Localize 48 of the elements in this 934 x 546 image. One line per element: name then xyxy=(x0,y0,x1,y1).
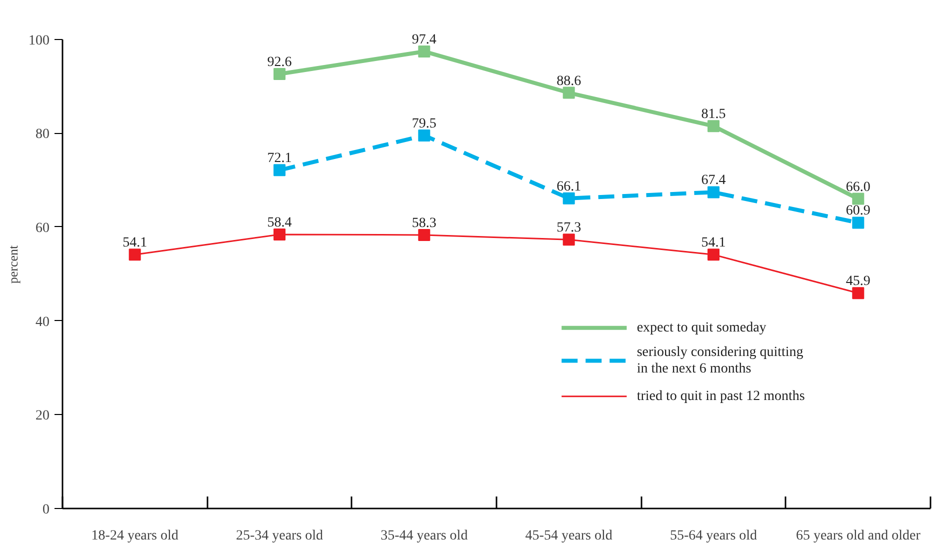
data-label: 54.1 xyxy=(122,236,148,251)
point xyxy=(708,120,720,132)
y-tick-label: 20 xyxy=(36,408,50,424)
y-tick-label: 0 xyxy=(42,502,50,518)
legend-label: tried to quit in past 12 months xyxy=(636,388,805,404)
y-tick-label: 100 xyxy=(28,33,50,48)
data-label: 60.9 xyxy=(846,204,870,219)
point xyxy=(418,45,430,58)
point xyxy=(852,192,864,205)
x-tick-label: 55-64 years old xyxy=(670,528,758,544)
point xyxy=(274,68,286,80)
x-tick-label: 35-44 years old xyxy=(380,528,468,544)
data-label: 97.4 xyxy=(412,32,436,48)
y-tick-label: 40 xyxy=(36,314,50,330)
x-tick-label: 18-24 years old xyxy=(91,528,178,544)
point xyxy=(274,228,286,240)
data-label: 67.4 xyxy=(701,173,726,188)
data-label: 79.5 xyxy=(412,116,436,132)
legend-label: expect to quit someday xyxy=(636,320,766,336)
data-label: 81.5 xyxy=(701,107,726,122)
point xyxy=(562,234,575,246)
point xyxy=(128,248,141,261)
data-label: 66.0 xyxy=(846,180,870,195)
point xyxy=(562,86,575,99)
y-tick-label: 80 xyxy=(36,127,50,142)
point xyxy=(418,228,430,241)
x-tick-label: 25-34 years old xyxy=(236,528,324,544)
data-label: 88.6 xyxy=(556,74,582,89)
data-label: 58.3 xyxy=(412,216,436,231)
point xyxy=(708,248,720,261)
point xyxy=(562,192,575,204)
data-label: 54.1 xyxy=(701,236,726,251)
point xyxy=(274,164,286,176)
data-label: 92.6 xyxy=(267,54,292,70)
y-axis-title: percent xyxy=(6,244,20,284)
point xyxy=(418,129,430,142)
x-tick-label: 65 years old and older xyxy=(796,528,921,544)
y-tick-label: 60 xyxy=(36,220,50,236)
data-label: 58.4 xyxy=(267,215,292,230)
x-tick-label: 45-54 years old xyxy=(525,528,612,544)
point xyxy=(708,186,720,198)
legend-label: seriously considering quitting in the next 6 months xyxy=(636,344,804,376)
point xyxy=(852,216,864,229)
data-label: 66.1 xyxy=(556,179,582,194)
data-label: 57.3 xyxy=(556,220,582,236)
data-label: 72.1 xyxy=(267,151,292,166)
point xyxy=(852,287,864,300)
data-label: 45.9 xyxy=(846,274,870,290)
